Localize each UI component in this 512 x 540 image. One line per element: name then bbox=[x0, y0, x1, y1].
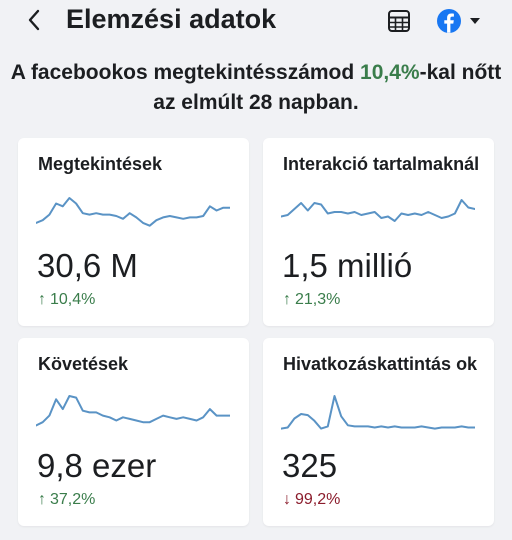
metric-card-link-clicks[interactable]: Hivatkozáskattintás ok 325 ↓ 99,2% bbox=[263, 338, 494, 526]
card-change: ↑ 37,2% bbox=[38, 490, 95, 510]
platform-selector[interactable] bbox=[436, 7, 484, 35]
card-label: Interakció tartalmaknál bbox=[283, 154, 480, 174]
metric-card-engagement[interactable]: Interakció tartalmaknál 1,5 millió ↑ 21,3… bbox=[263, 138, 494, 326]
card-change: ↑ 21,3% bbox=[283, 290, 340, 310]
change-value: 99,2% bbox=[295, 491, 341, 508]
metric-card-follows[interactable]: Követések 9,8 ezer ↑ 37,2% bbox=[18, 338, 249, 526]
card-label: Követések bbox=[38, 354, 129, 374]
trend-sparkline bbox=[281, 199, 475, 222]
sparkline-path bbox=[36, 197, 230, 227]
headline-value: 10,4% bbox=[360, 61, 420, 84]
card-change: ↓ 99,2% bbox=[283, 490, 340, 510]
sparkline-path bbox=[281, 199, 475, 222]
card-value: 9,8 ezer bbox=[37, 447, 157, 484]
app-header: Elemzési adatok bbox=[0, 0, 512, 40]
trend-sparkline bbox=[36, 197, 230, 227]
table-icon bbox=[388, 10, 410, 32]
card-label: Hivatkozáskattintás ok bbox=[283, 354, 478, 374]
card-change: ↑ 10,4% bbox=[38, 290, 95, 310]
chevron-left-icon bbox=[28, 9, 40, 31]
change-value: 37,2% bbox=[50, 491, 96, 508]
trend-arrow-icon: ↑ bbox=[38, 491, 46, 508]
trend-arrow-icon: ↓ bbox=[283, 491, 291, 508]
card-value: 325 bbox=[282, 447, 338, 484]
table-view-button[interactable] bbox=[386, 8, 412, 34]
headline-suffix: -kal nőtt az elmúlt 28 napban. bbox=[153, 61, 502, 114]
page-title: Elemzési adatok bbox=[66, 4, 277, 34]
trend-sparkline bbox=[281, 395, 475, 430]
card-label: Megtekintések bbox=[38, 154, 163, 174]
sparkline-path bbox=[36, 395, 230, 427]
card-value: 1,5 millió bbox=[282, 247, 413, 284]
change-value: 21,3% bbox=[295, 291, 341, 308]
summary-headline: A facebookos megtekintésszámod 10,4%-kal… bbox=[10, 58, 502, 118]
back-button[interactable] bbox=[20, 6, 48, 34]
card-value: 30,6 M bbox=[37, 247, 138, 284]
headline-prefix: A facebookos megtekintésszámod bbox=[10, 61, 361, 84]
trend-arrow-icon: ↑ bbox=[283, 291, 291, 308]
sparkline-path bbox=[281, 395, 475, 430]
facebook-icon bbox=[437, 9, 461, 33]
trend-arrow-icon: ↑ bbox=[38, 291, 46, 308]
trend-sparkline bbox=[36, 395, 230, 427]
caret-down-icon bbox=[470, 18, 480, 24]
change-value: 10,4% bbox=[50, 291, 96, 308]
metric-card-views[interactable]: Megtekintések 30,6 M ↑ 10,4% bbox=[18, 138, 249, 326]
